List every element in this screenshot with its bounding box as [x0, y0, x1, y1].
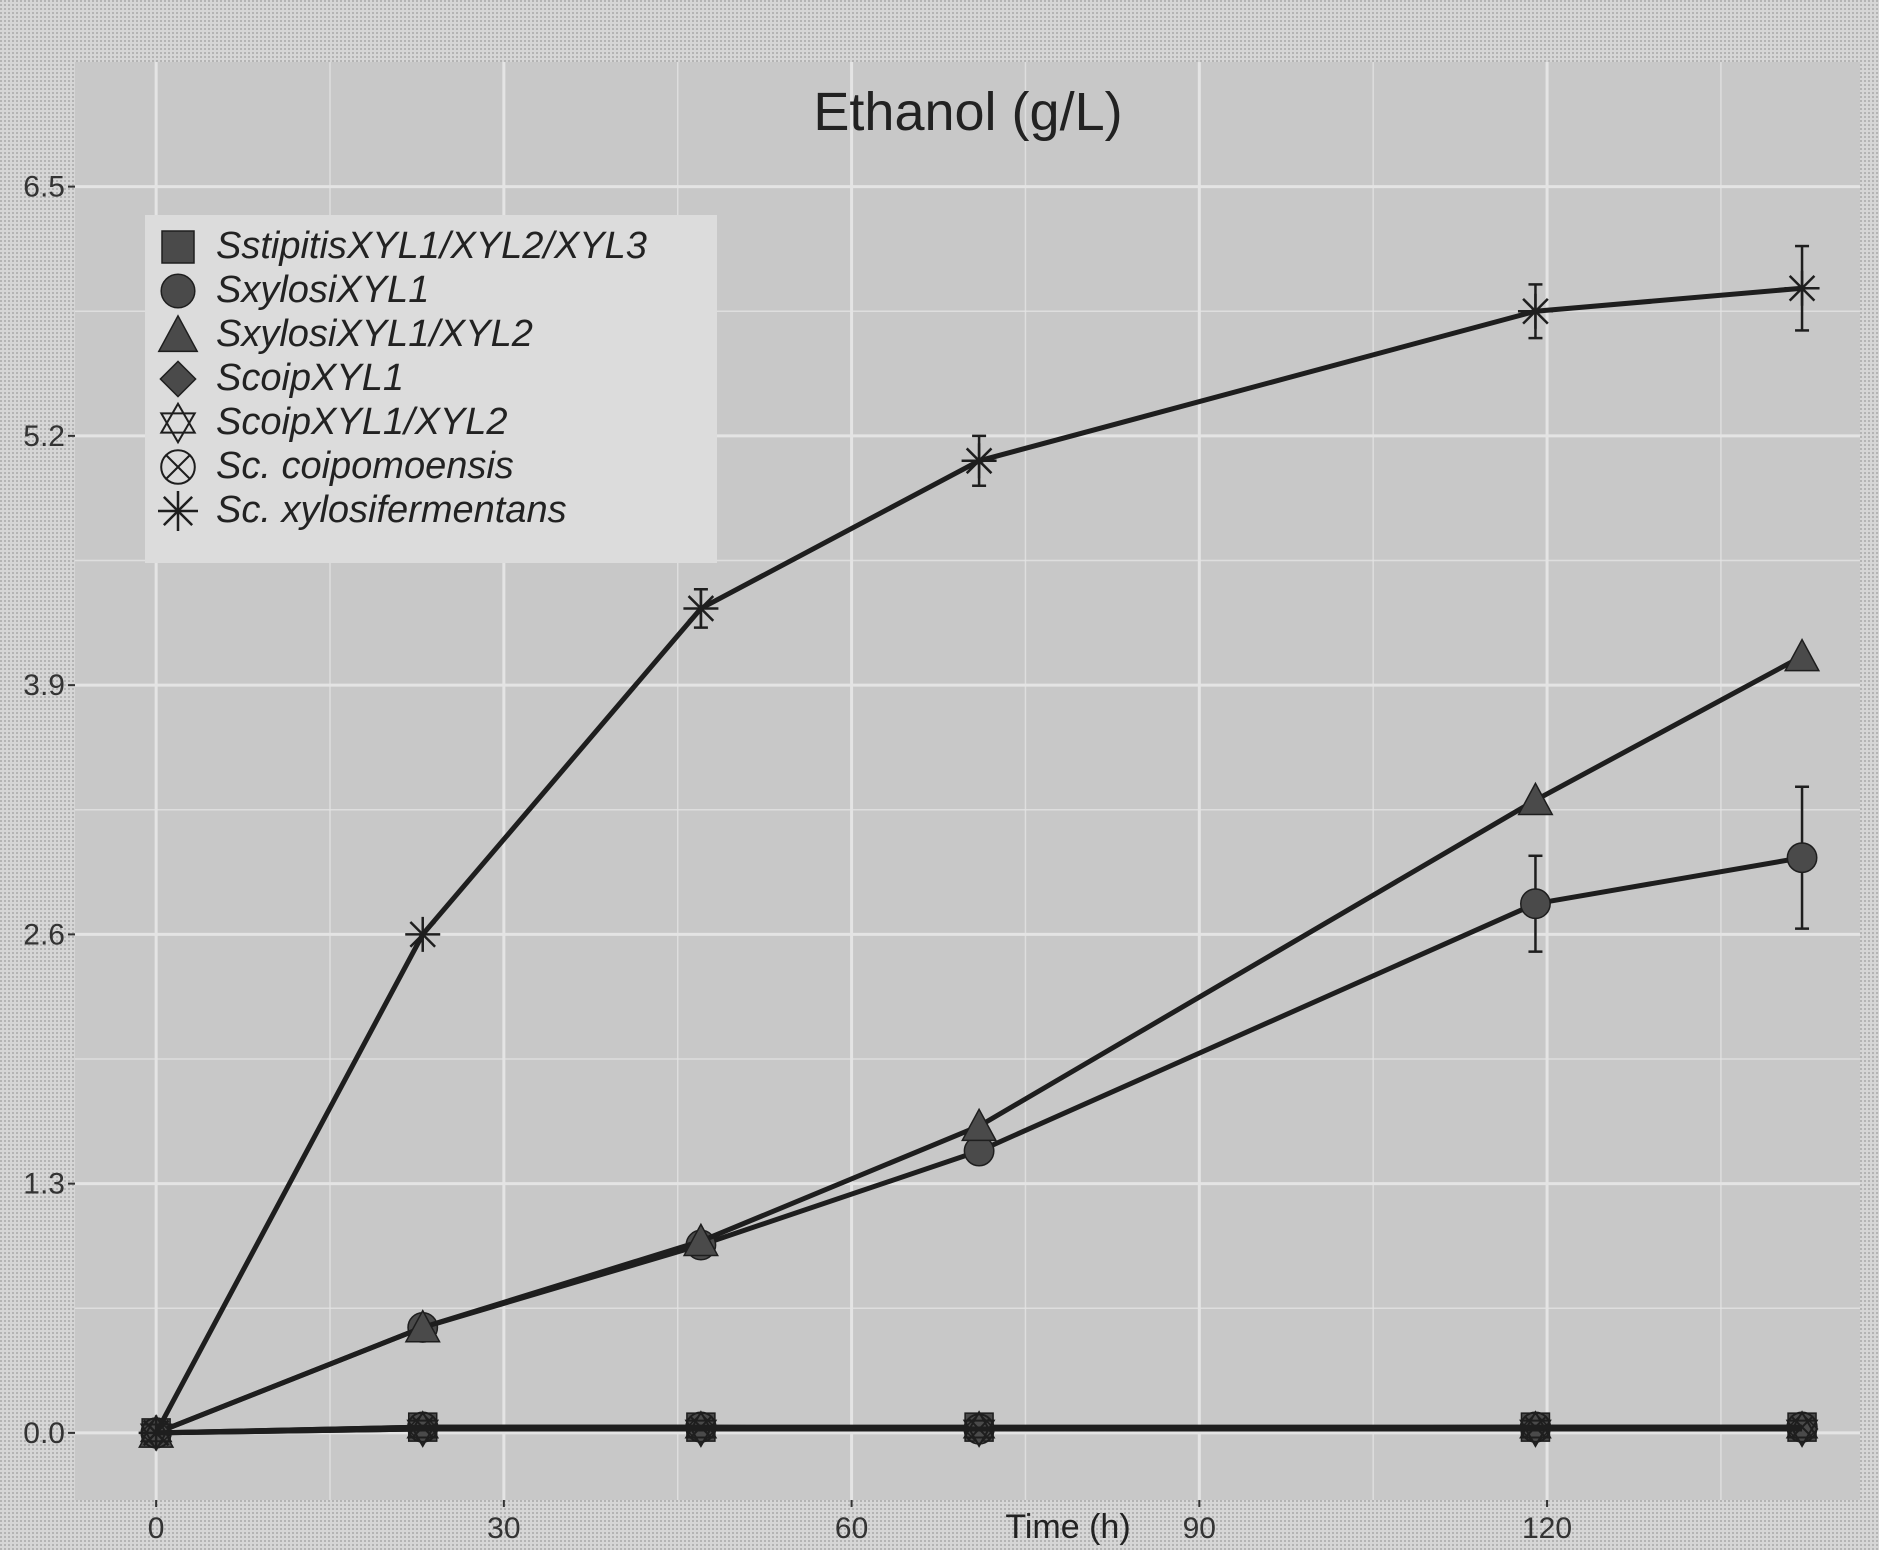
marker-ring — [1786, 1411, 1818, 1443]
data-point — [407, 1411, 439, 1443]
marker-triangle — [157, 314, 199, 353]
series-layer — [138, 244, 1821, 1452]
marker-star-up — [159, 401, 197, 434]
legend-entry: SxylosiXYL1/XYL2 — [157, 313, 533, 355]
data-point — [961, 1107, 998, 1142]
data-point — [1783, 637, 1821, 672]
marker-cross-b — [1524, 1415, 1547, 1439]
marker-cross-b — [689, 1415, 713, 1439]
legend-entry: ScoipXYL1/XYL2 — [159, 401, 508, 445]
marker-cross-b — [1790, 1415, 1814, 1439]
y-tick-label: 0.0 — [23, 1417, 65, 1450]
marker-triangle — [682, 1222, 719, 1257]
data-point — [963, 1413, 995, 1445]
series-line — [156, 1424, 1803, 1436]
legend-label: SstipitisXYL1/XYL2/XYL3 — [216, 225, 647, 267]
marker-asterisk-ray — [965, 447, 993, 475]
chart-title: Ethanol (g/L) — [813, 82, 1122, 142]
marker-cross-b — [967, 1417, 991, 1441]
legend-key — [159, 401, 197, 445]
legend-entry: Sc. xylosifermentans — [158, 489, 567, 531]
legend-label: SxylosiXYL1 — [216, 269, 429, 311]
legend-key — [158, 491, 198, 531]
legend-key — [160, 449, 196, 485]
data-point — [1517, 781, 1554, 816]
legend-box — [145, 215, 717, 563]
y-tick-label: 1.3 — [23, 1168, 65, 1201]
marker-asterisk-ray — [1522, 297, 1549, 325]
data-point — [1517, 293, 1553, 329]
data-point — [1784, 270, 1820, 306]
marker-star-up — [962, 1410, 996, 1439]
marker-asterisk-ray — [162, 495, 194, 527]
marker-circle — [160, 273, 196, 309]
y-tick-label: 6.5 — [23, 171, 65, 204]
legend-entry: ScoipXYL1 — [159, 357, 404, 399]
marker-asterisk-ray — [1788, 274, 1816, 302]
marker-star-down — [159, 412, 197, 445]
marker-ring — [685, 1411, 717, 1443]
legend-label: ScoipXYL1/XYL2 — [216, 401, 508, 443]
marker-cross-b — [165, 454, 191, 480]
data-point — [1786, 1411, 1818, 1443]
marker-circle — [1786, 842, 1818, 874]
legend-key — [159, 360, 197, 398]
marker-circle — [1520, 888, 1551, 920]
x-tick-label: 30 — [487, 1512, 520, 1545]
series-line — [153, 285, 1803, 1435]
data-point — [404, 1309, 441, 1343]
legend-entry: SxylosiXYL1 — [160, 269, 429, 311]
data-point — [682, 1222, 719, 1257]
legend-label: Sc. coipomoensis — [216, 445, 514, 487]
marker-star-down — [962, 1419, 996, 1448]
legend-label: SxylosiXYL1/XYL2 — [216, 313, 533, 355]
x-axis: 0 30 60 90 120 — [148, 1500, 1572, 1545]
data-point — [1520, 888, 1551, 920]
marker-triangle — [1517, 781, 1554, 816]
grid-lines — [75, 62, 1860, 1500]
legend-label: ScoipXYL1 — [216, 357, 404, 399]
x-tick-label: 120 — [1522, 1512, 1572, 1545]
legend-label: Sc. xylosifermentans — [216, 489, 567, 531]
series-asterisk — [138, 244, 1820, 1451]
marker-cross-b — [411, 1415, 434, 1439]
marker-ring — [160, 449, 196, 485]
marker-asterisk-ray — [687, 595, 715, 622]
data-point — [961, 443, 997, 479]
data-point — [962, 1410, 996, 1448]
marker-triangle — [961, 1107, 998, 1142]
x-tick-label: 90 — [1183, 1512, 1216, 1545]
y-axis: 0.0 1.3 2.6 3.9 5.2 6.5 — [23, 171, 75, 1450]
legend-key — [160, 273, 196, 309]
marker-triangle — [1783, 637, 1821, 672]
marker-square — [161, 230, 195, 264]
x-axis-label: Time (h) — [1005, 1508, 1130, 1546]
legend-key — [157, 314, 199, 353]
legend-entry: Sc. coipomoensis — [160, 445, 514, 487]
data-point — [405, 916, 441, 952]
legend-key — [161, 230, 195, 264]
x-tick-label: 0 — [148, 1512, 165, 1545]
legend-entry: SstipitisXYL1/XYL2/XYL3 — [161, 225, 647, 267]
y-tick-label: 5.2 — [23, 420, 65, 453]
data-point — [138, 1415, 174, 1451]
legend: SstipitisXYL1/XYL2/XYL3SxylosiXYL1Sxylos… — [145, 215, 717, 563]
x-tick-label: 60 — [835, 1512, 868, 1545]
marker-diamond — [159, 360, 197, 398]
series-line — [155, 654, 1804, 1436]
marker-ring — [407, 1411, 439, 1443]
y-tick-label: 3.9 — [23, 669, 65, 702]
marker-ring — [963, 1413, 995, 1445]
marker-asterisk-ray — [142, 1419, 170, 1447]
marker-ring — [1519, 1411, 1552, 1443]
data-point — [1786, 842, 1818, 874]
y-tick-label: 2.6 — [23, 918, 65, 951]
marker-asterisk-ray — [409, 921, 436, 948]
data-point — [1519, 1411, 1552, 1443]
data-point — [683, 590, 719, 626]
data-point — [685, 1411, 717, 1443]
marker-triangle — [404, 1309, 441, 1343]
